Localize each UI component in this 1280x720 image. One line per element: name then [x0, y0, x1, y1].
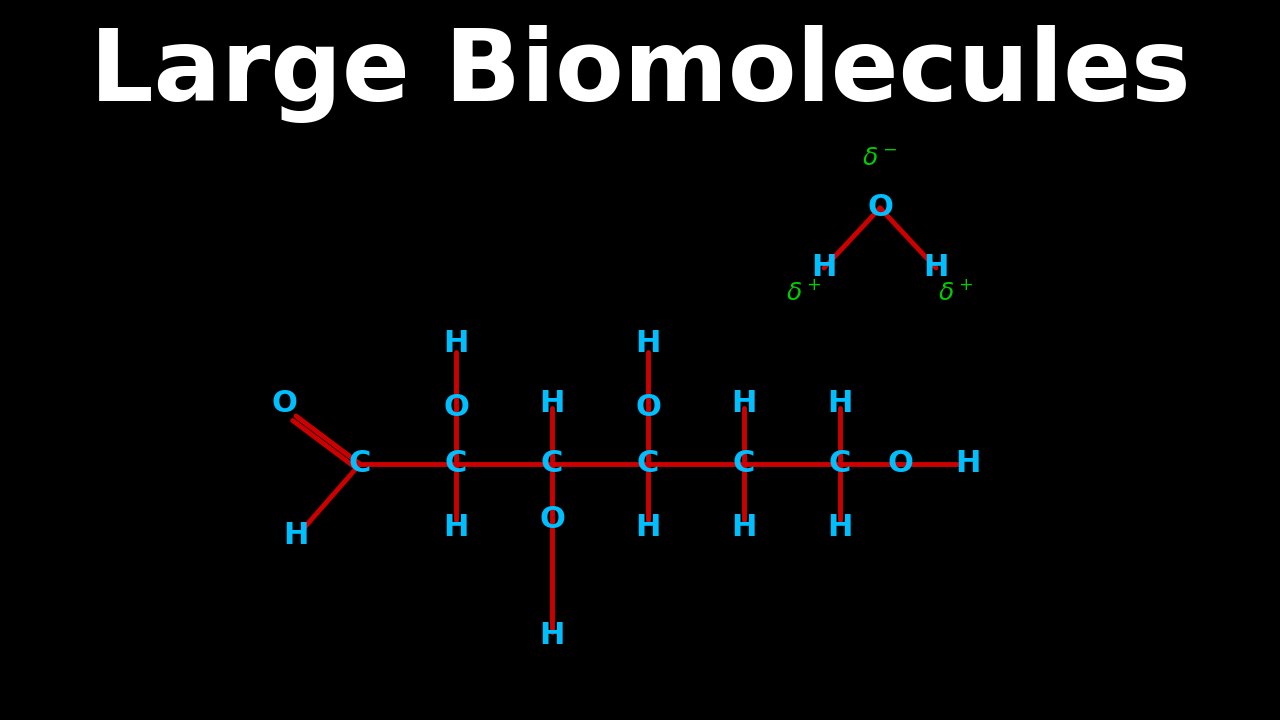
Text: O: O — [443, 394, 468, 423]
Text: C: C — [349, 449, 371, 479]
Text: Large Biomolecules: Large Biomolecules — [90, 25, 1190, 123]
Text: H: H — [812, 253, 837, 282]
Text: $\delta^+$: $\delta^+$ — [938, 279, 974, 305]
Text: H: H — [539, 621, 564, 650]
Text: O: O — [867, 194, 893, 222]
Text: O: O — [887, 449, 913, 479]
Text: $\delta^-$: $\delta^-$ — [863, 146, 897, 171]
Text: H: H — [635, 330, 660, 359]
Text: C: C — [445, 449, 467, 479]
Text: C: C — [637, 449, 659, 479]
Text: H: H — [955, 449, 980, 479]
Text: H: H — [731, 513, 756, 542]
Text: H: H — [731, 390, 756, 418]
Text: H: H — [539, 390, 564, 418]
Text: H: H — [443, 513, 468, 542]
Text: H: H — [827, 513, 852, 542]
Text: H: H — [635, 513, 660, 542]
Text: H: H — [443, 330, 468, 359]
Text: O: O — [635, 394, 660, 423]
Text: O: O — [539, 505, 564, 534]
Text: $\delta^+$: $\delta^+$ — [786, 279, 822, 305]
Text: C: C — [733, 449, 755, 479]
Text: H: H — [283, 521, 308, 551]
Text: H: H — [923, 253, 948, 282]
Text: H: H — [827, 390, 852, 418]
Text: C: C — [541, 449, 563, 479]
Text: C: C — [829, 449, 851, 479]
Text: O: O — [271, 390, 297, 418]
